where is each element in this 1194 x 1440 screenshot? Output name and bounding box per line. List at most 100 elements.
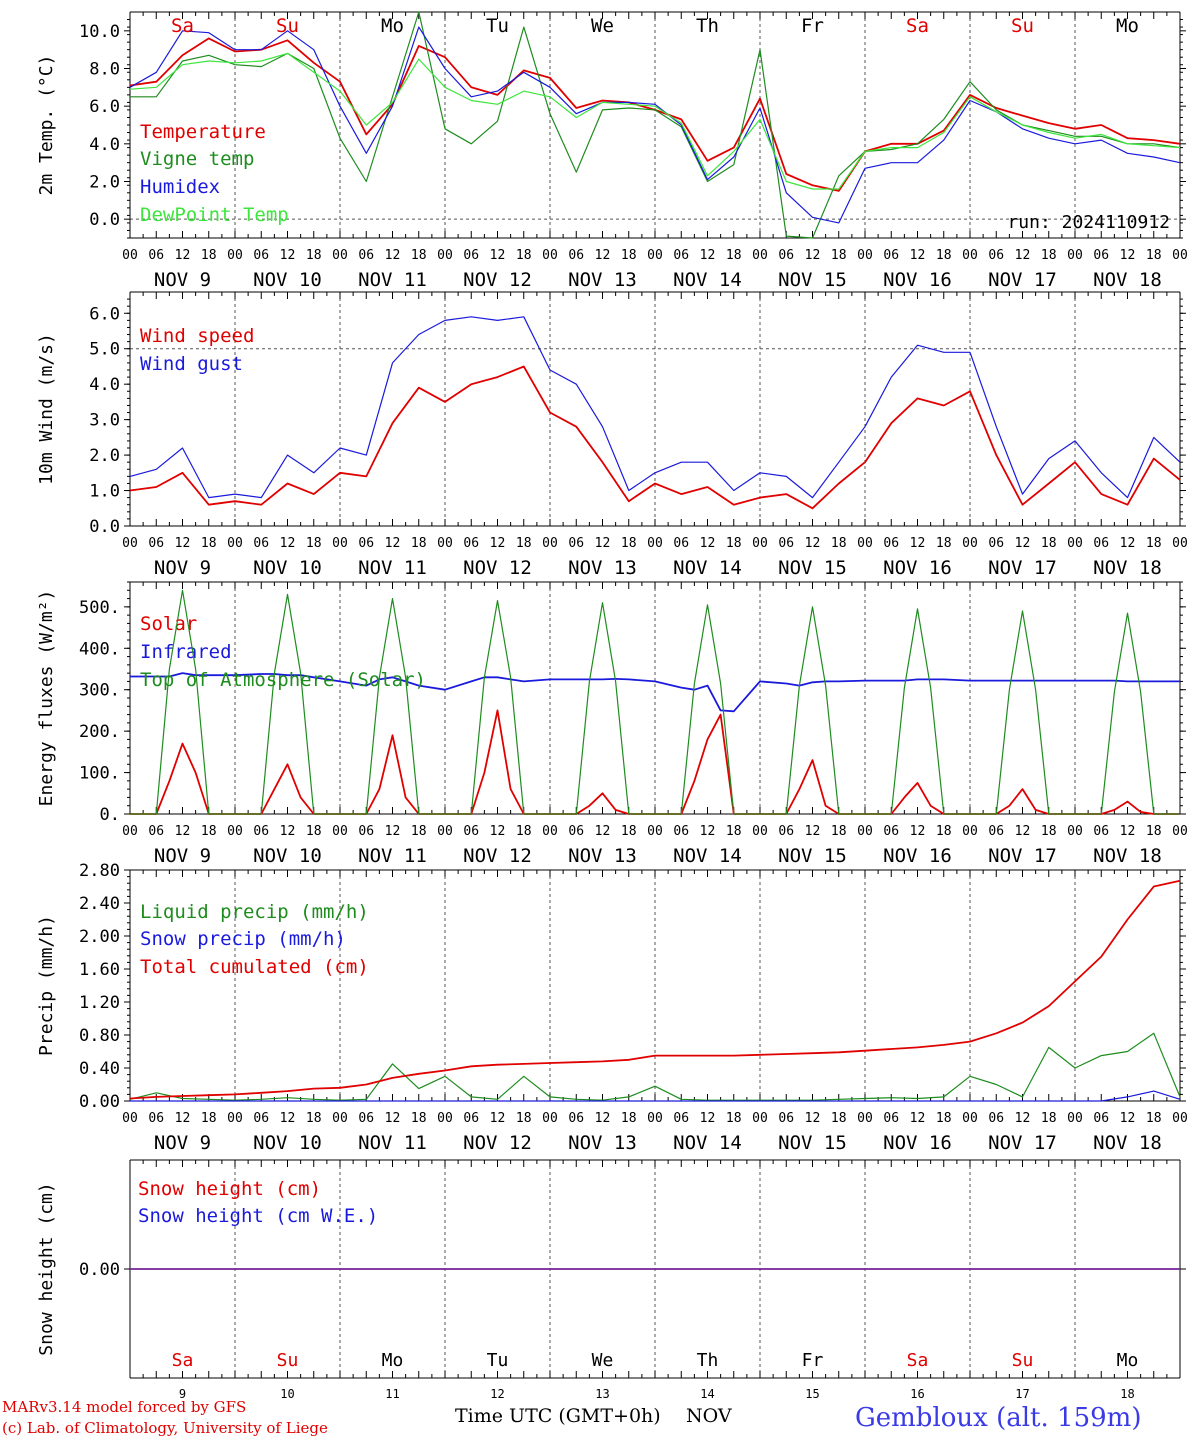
x-hour-label: 18 [201, 824, 217, 839]
x-hour-label: 06 [358, 824, 374, 839]
day-abbr-label: Sa [906, 15, 929, 37]
x-date-label: NOV 11 [358, 1132, 427, 1154]
x-hour-label: 06 [778, 248, 794, 263]
x-hour-label: 00 [227, 248, 243, 263]
x-hour-label: 12 [280, 1111, 296, 1126]
y-tick-label: 1.20 [79, 993, 120, 1013]
x-hour-label: 00 [437, 1111, 453, 1126]
day-number-label: 16 [910, 1387, 924, 1401]
x-hour-label: 12 [595, 536, 611, 551]
day-abbr-label: Su [1011, 15, 1034, 37]
x-hour-label: 12 [175, 248, 191, 263]
x-hour-label: 00 [1067, 536, 1083, 551]
credit-line-1: MARv3.14 model forced by GFS [2, 1398, 247, 1416]
x-hour-label: 06 [253, 1111, 269, 1126]
x-hour-label: 12 [1015, 1111, 1031, 1126]
x-date-label: NOV 14 [673, 845, 742, 867]
x-hour-label: 00 [752, 248, 768, 263]
x-date-label: NOV 16 [883, 1132, 952, 1154]
x-date-label: NOV 11 [358, 557, 427, 579]
x-hour-label: 12 [595, 824, 611, 839]
x-hour-label: 18 [621, 824, 637, 839]
x-hour-label: 12 [700, 1111, 716, 1126]
legend-entry: Snow precip (mm/h) [140, 928, 346, 950]
x-hour-label: 06 [568, 1111, 584, 1126]
day-abbr-label: Sa [907, 1350, 929, 1371]
x-hour-label: 06 [1093, 536, 1109, 551]
y-tick-label: 1.0 [89, 482, 120, 502]
day-number-label: 18 [1120, 1387, 1134, 1401]
x-hour-label: 12 [385, 536, 401, 551]
x-hour-label: 12 [1015, 536, 1031, 551]
x-hour-label: 18 [516, 536, 532, 551]
x-hour-label: 18 [1041, 536, 1057, 551]
day-abbr-label: Tu [486, 15, 509, 37]
y-tick-label: 6.0 [89, 304, 120, 324]
y-axis-title: 10m Wind (m/s) [36, 333, 57, 485]
y-tick-label: 0.40 [79, 1059, 120, 1079]
legend-entry: Infrared [140, 641, 232, 663]
x-hour-label: 12 [490, 824, 506, 839]
x-hour-label: 06 [358, 248, 374, 263]
x-date-label: NOV 12 [463, 557, 532, 579]
x-hour-label: 00 [542, 248, 558, 263]
y-tick-label: 200. [79, 722, 120, 742]
x-hour-label: 00 [857, 248, 873, 263]
x-hour-label: 06 [673, 824, 689, 839]
x-hour-label: 00 [647, 536, 663, 551]
y-tick-label: 2.0 [89, 446, 120, 466]
day-number-label: 9 [179, 1387, 186, 1401]
x-hour-label: 18 [411, 536, 427, 551]
x-hour-label: 06 [673, 248, 689, 263]
x-hour-label: 18 [726, 248, 742, 263]
x-hour-label: 12 [700, 824, 716, 839]
x-hour-label: 12 [1015, 248, 1031, 263]
x-hour-label: 06 [988, 1111, 1004, 1126]
x-hour-label: 12 [175, 536, 191, 551]
x-axis-unit: NOV [686, 1405, 732, 1427]
x-hour-label: 06 [253, 536, 269, 551]
series-line-liquid-precip-mm-h- [129, 1032, 1181, 1101]
x-date-label: NOV 14 [673, 1132, 742, 1154]
x-hour-label: 00 [962, 1111, 978, 1126]
x-hour-label: 18 [1041, 1111, 1057, 1126]
legend-entry: Vigne temp [140, 148, 254, 170]
x-hour-label: 12 [595, 248, 611, 263]
x-hour-label: 12 [910, 1111, 926, 1126]
series-line-wind-gust [129, 316, 1181, 499]
x-date-label: NOV 10 [253, 269, 322, 291]
x-hour-label: 06 [148, 248, 164, 263]
x-date-label: NOV 11 [358, 269, 427, 291]
x-hour-label: 12 [595, 1111, 611, 1126]
x-hour-label: 18 [516, 824, 532, 839]
credit-line-2: (c) Lab. of Climatology, University of L… [2, 1419, 328, 1437]
x-hour-label: 06 [673, 536, 689, 551]
x-hour-label: 18 [306, 1111, 322, 1126]
x-hour-label: 00 [1172, 536, 1188, 551]
x-hour-label: 12 [175, 824, 191, 839]
x-hour-label: 06 [883, 824, 899, 839]
series-line-snow-precip-mm-h- [130, 1090, 1181, 1102]
y-tick-label: 2.00 [79, 927, 120, 947]
x-hour-label: 06 [253, 824, 269, 839]
x-hour-label: 12 [805, 536, 821, 551]
x-hour-label: 18 [306, 536, 322, 551]
x-hour-label: 06 [463, 248, 479, 263]
x-hour-label: 06 [778, 1111, 794, 1126]
x-hour-label: 18 [411, 248, 427, 263]
x-date-label: NOV 15 [778, 269, 847, 291]
x-hour-label: 12 [175, 1111, 191, 1126]
x-hour-label: 06 [148, 536, 164, 551]
x-hour-label: 00 [437, 248, 453, 263]
x-hour-label: 00 [542, 824, 558, 839]
x-hour-label: 18 [1146, 824, 1162, 839]
y-tick-label: 0.00 [79, 1260, 120, 1280]
y-tick-label: 0.0 [89, 517, 120, 537]
x-hour-label: 12 [805, 248, 821, 263]
x-hour-label: 00 [1172, 248, 1188, 263]
x-hour-label: 18 [936, 1111, 952, 1126]
day-abbr-label: Mo [1116, 15, 1139, 37]
x-hour-label: 18 [306, 248, 322, 263]
x-hour-label: 00 [857, 536, 873, 551]
x-hour-label: 00 [962, 824, 978, 839]
